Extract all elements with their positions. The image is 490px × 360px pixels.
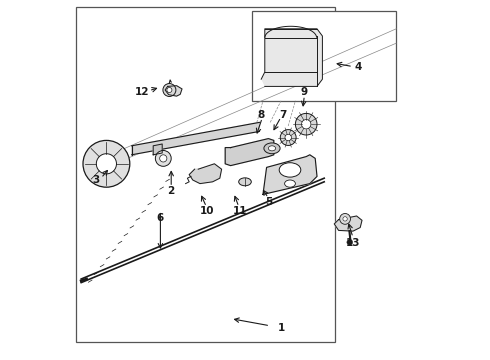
Ellipse shape xyxy=(279,163,301,177)
Circle shape xyxy=(83,140,130,187)
Text: 13: 13 xyxy=(346,238,360,248)
Polygon shape xyxy=(225,139,274,166)
Ellipse shape xyxy=(239,178,251,186)
Polygon shape xyxy=(165,86,182,96)
Circle shape xyxy=(155,150,171,166)
Text: 10: 10 xyxy=(200,206,215,216)
Circle shape xyxy=(167,87,172,93)
Circle shape xyxy=(301,120,311,129)
Circle shape xyxy=(347,239,353,245)
Text: 5: 5 xyxy=(265,197,272,207)
Ellipse shape xyxy=(285,180,295,187)
Text: 2: 2 xyxy=(168,186,175,196)
Text: 8: 8 xyxy=(258,110,265,120)
Circle shape xyxy=(295,113,317,135)
Circle shape xyxy=(280,130,296,145)
Ellipse shape xyxy=(264,143,280,154)
Polygon shape xyxy=(263,155,317,194)
Text: 12: 12 xyxy=(135,87,149,97)
Polygon shape xyxy=(261,29,322,86)
Polygon shape xyxy=(334,216,362,231)
Ellipse shape xyxy=(269,146,275,151)
Circle shape xyxy=(343,217,347,221)
Text: 11: 11 xyxy=(232,206,247,216)
Bar xyxy=(76,7,335,342)
Text: 1: 1 xyxy=(277,323,285,333)
Circle shape xyxy=(285,134,292,141)
Bar xyxy=(252,11,396,101)
Text: 6: 6 xyxy=(157,213,164,223)
Polygon shape xyxy=(189,164,221,184)
Circle shape xyxy=(163,84,176,96)
Text: 9: 9 xyxy=(301,87,308,97)
Circle shape xyxy=(160,155,167,162)
Polygon shape xyxy=(153,144,162,155)
Text: 4: 4 xyxy=(355,62,362,72)
Text: 7: 7 xyxy=(279,110,287,120)
Circle shape xyxy=(97,154,117,174)
Polygon shape xyxy=(132,122,259,155)
Text: 3: 3 xyxy=(92,175,99,185)
Circle shape xyxy=(340,213,350,224)
